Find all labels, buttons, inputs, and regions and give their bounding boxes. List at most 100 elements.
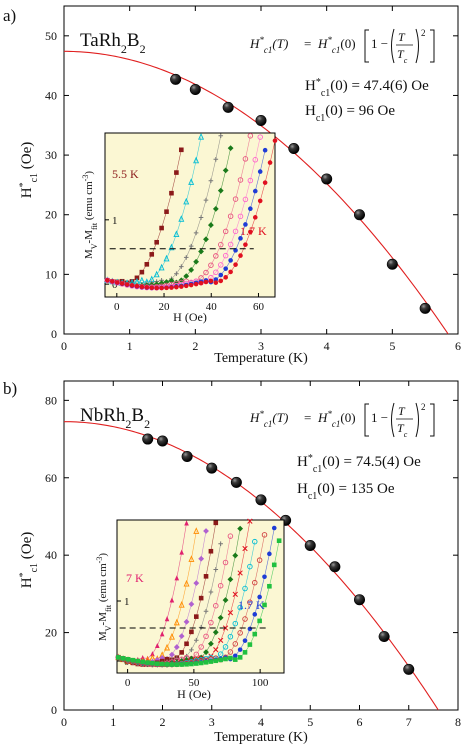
inset-marker: [208, 222, 214, 228]
inset-marker: [193, 637, 199, 643]
inset-marker: [183, 273, 190, 280]
inset-marker: [242, 156, 249, 162]
panel-a-formula: H*c1(T) = H*c1(0) 1 − T Tc 2: [249, 28, 435, 65]
inset-marker: [198, 133, 205, 140]
y-tick-label: 80: [45, 393, 57, 407]
inset-marker: [163, 254, 170, 262]
inset-marker: [168, 243, 175, 251]
inset-marker: [159, 285, 164, 291]
inset-marker: [222, 252, 229, 259]
inset-marker: [179, 147, 184, 153]
x-tick-label: 8: [455, 715, 461, 729]
inset-curve-line: [107, 149, 182, 284]
inset-marker: [183, 579, 190, 587]
inset-marker: [169, 190, 174, 196]
inset-marker: [227, 241, 234, 248]
inset-marker: [238, 253, 243, 258]
svg-text:1 −: 1 −: [371, 410, 388, 425]
inset-marker: [228, 655, 233, 661]
inset-marker: [218, 637, 224, 644]
inset-marker: [203, 269, 209, 276]
x-tick-label: 3: [209, 715, 215, 729]
inset-marker: [155, 661, 160, 666]
svg-text:T: T: [398, 30, 406, 44]
inset-marker: [188, 601, 195, 608]
panel-a-inset-label-high: 5.5 K: [112, 167, 139, 181]
inset-marker: [232, 552, 239, 559]
inset-marker: [243, 222, 248, 227]
inset-marker: [227, 633, 234, 640]
data-point: [321, 173, 333, 185]
panel-b-fit-curve: [63, 421, 439, 711]
inset-marker: [169, 285, 174, 290]
inset-marker: [243, 242, 248, 247]
y-tick-label: 50: [45, 29, 57, 43]
inset-marker: [159, 225, 164, 231]
inset-marker: [174, 575, 180, 581]
panel-b-annotation-h0star: H*c1(0) = 74.5(4) Oe: [297, 453, 421, 475]
inset-marker: [164, 643, 171, 651]
x-tick-label: 1: [127, 339, 133, 353]
panel-b-ylabel: H*c1 (Oe): [18, 532, 40, 589]
inset-marker: [257, 198, 263, 204]
inset-marker: [218, 241, 224, 248]
inset-marker: [193, 527, 200, 534]
x-tick-label: 5: [307, 715, 313, 729]
inset-marker: [247, 177, 254, 184]
inset-marker: [232, 653, 238, 659]
inset-marker: [140, 654, 145, 661]
panel-a-ylabel: H*c1 (Oe): [18, 142, 40, 199]
svg-text:Tc: Tc: [397, 421, 408, 439]
inset-marker: [218, 278, 224, 284]
inset-marker: [134, 283, 140, 289]
svg-text:T: T: [398, 404, 406, 418]
inset-marker: [183, 255, 189, 260]
inset-marker: [218, 541, 223, 546]
inset-marker: [213, 602, 219, 609]
panel-b-annotation-h0: Hc1(0) = 135 Oe: [297, 481, 395, 502]
x-tick-label: 5: [389, 339, 395, 353]
panel-a-inset-label-low: 1.7 K: [240, 224, 267, 238]
data-point: [230, 476, 242, 488]
inset-marker: [208, 262, 214, 268]
inset-x-tick-label: 50: [188, 677, 200, 689]
inset-marker: [183, 618, 190, 625]
panel-b-inset-ylabel: MV-Mfit (emu cm-3): [95, 553, 113, 641]
inset-marker: [203, 236, 209, 243]
inset-marker: [232, 196, 239, 202]
data-point: [353, 209, 365, 221]
inset-marker: [189, 629, 194, 635]
panel-b-inset-xlabel: H (Oe): [177, 687, 211, 701]
inset-marker: [247, 626, 253, 632]
inset-marker: [150, 660, 155, 666]
inset-marker: [140, 659, 145, 665]
y-tick-label: 30: [45, 148, 57, 162]
data-point: [304, 539, 316, 551]
inset-marker: [109, 279, 115, 284]
inset-marker: [158, 263, 165, 271]
inset-marker: [139, 269, 145, 275]
inset-marker: [188, 243, 194, 249]
inset-marker: [179, 662, 184, 667]
inset-marker: [213, 277, 219, 282]
inset-marker: [114, 280, 120, 285]
y-tick-label: 40: [45, 88, 57, 102]
inset-marker: [159, 631, 165, 637]
inset-marker: [223, 275, 228, 280]
x-tick-label: 3: [258, 339, 264, 353]
inset-marker: [227, 533, 234, 539]
inset-marker: [262, 180, 268, 185]
inset-curve: [105, 138, 278, 291]
x-tick-label: 4: [258, 715, 264, 729]
data-point: [142, 433, 154, 445]
data-point: [157, 435, 169, 447]
panel-b-xlabel: Temperature (K): [214, 730, 308, 745]
inset-marker: [252, 631, 258, 637]
inset-marker: [271, 562, 277, 568]
inset-marker: [213, 269, 219, 275]
inset-marker: [144, 285, 150, 290]
panel-a-inset-curves: [104, 133, 278, 291]
inset-marker: [169, 597, 175, 603]
inset-marker: [262, 574, 267, 580]
